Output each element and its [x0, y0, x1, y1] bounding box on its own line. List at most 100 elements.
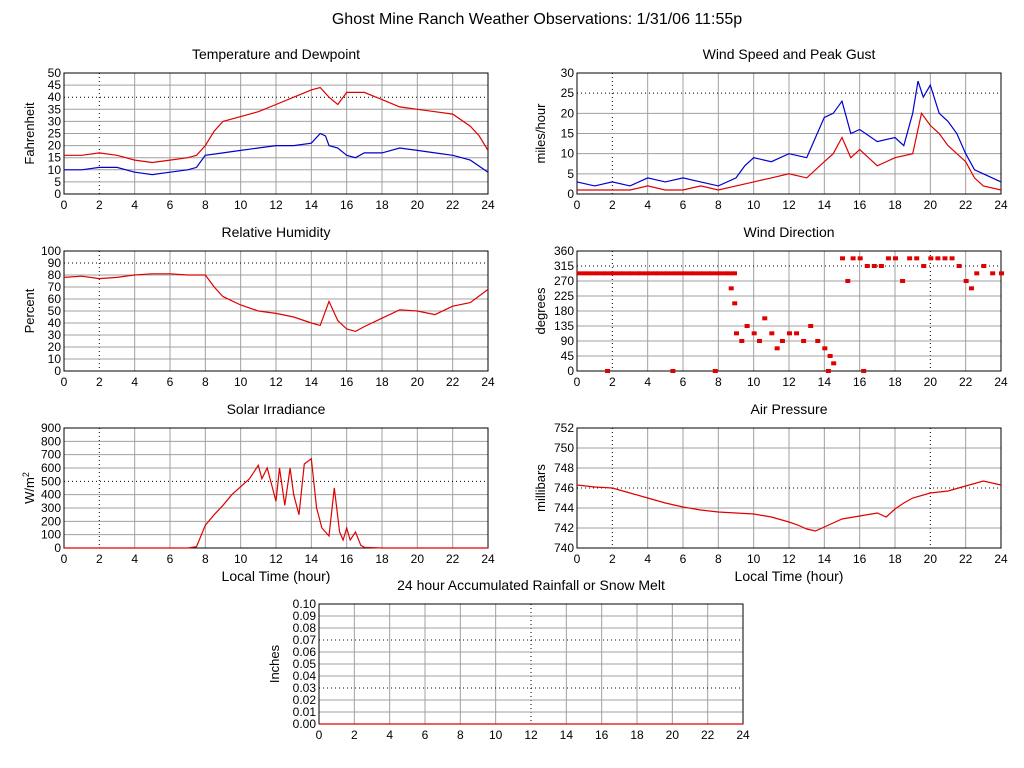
x-tick-label: 6	[167, 198, 174, 212]
series-point	[665, 271, 676, 276]
series-point	[647, 271, 658, 276]
x-tick-label: 22	[701, 728, 715, 742]
series-point	[756, 339, 762, 343]
series-point	[815, 339, 821, 343]
series-line-primary	[64, 457, 488, 549]
y-tick-label: 0.01	[293, 705, 317, 719]
y-tick-label: 400	[41, 488, 61, 502]
series-point	[921, 264, 927, 268]
y-tick-label: 0.02	[293, 693, 317, 707]
x-tick-label: 24	[481, 375, 495, 389]
chart-title: 24 hour Accumulated Rainfall or Snow Mel…	[397, 577, 665, 593]
x-tick-label: 16	[853, 198, 867, 212]
plot-frame	[576, 250, 1002, 372]
x-tick-label: 22	[446, 552, 460, 566]
x-tick-label: 24	[994, 198, 1008, 212]
y-tick-label: 40	[48, 316, 62, 330]
series-point	[845, 279, 851, 283]
y-tick-label: 315	[554, 259, 574, 273]
x-tick-label: 20	[924, 198, 938, 212]
x-tick-label: 4	[131, 375, 138, 389]
y-axis-label: miles/hour	[533, 103, 548, 164]
y-tick-label: 742	[554, 521, 574, 535]
series-point	[691, 271, 702, 276]
x-tick-label: 4	[131, 552, 138, 566]
plot-frame	[63, 427, 489, 549]
x-tick-label: 4	[644, 375, 651, 389]
series-line-secondary	[64, 132, 489, 176]
y-tick-label: 80	[48, 268, 62, 282]
y-tick-label: 0.10	[293, 597, 317, 611]
y-axis-label: millibars	[533, 464, 548, 512]
x-tick-label: 14	[305, 552, 319, 566]
x-tick-label: 10	[747, 552, 761, 566]
series-point	[612, 271, 623, 276]
x-tick-label: 20	[411, 375, 425, 389]
y-tick-label: 70	[48, 280, 62, 294]
y-tick-label: 90	[561, 334, 575, 348]
y-tick-label: 40	[48, 90, 62, 104]
series-point	[732, 301, 738, 306]
x-tick-label: 18	[888, 198, 902, 212]
series-point	[928, 256, 934, 261]
y-tick-label: 35	[48, 102, 62, 116]
series-point	[974, 271, 980, 276]
y-axis-label: Fahrenheit	[22, 102, 37, 165]
x-tick-label: 16	[853, 552, 867, 566]
x-tick-label: 4	[386, 728, 393, 742]
y-tick-label: 0.05	[293, 657, 317, 671]
y-tick-label: 700	[41, 448, 61, 462]
y-tick-label: 746	[554, 481, 574, 495]
x-tick-label: 22	[959, 552, 973, 566]
x-tick-label: 8	[202, 375, 209, 389]
y-tick-label: 0	[54, 364, 61, 378]
x-axis-label: Local Time (hour)	[735, 568, 844, 584]
y-tick-label: 752	[554, 421, 574, 435]
series-point	[577, 271, 587, 276]
x-tick-label: 10	[234, 198, 248, 212]
y-tick-label: 740	[554, 541, 574, 555]
series-point	[914, 256, 920, 261]
series-line-primary	[64, 86, 489, 164]
x-tick-label: 24	[481, 198, 495, 212]
y-tick-label: 50	[48, 66, 62, 80]
x-tick-label: 16	[853, 375, 867, 389]
series-line-primary	[63, 273, 489, 333]
chart-title: Wind Direction	[743, 224, 834, 240]
x-tick-label: 0	[574, 552, 581, 566]
x-tick-label: 8	[457, 728, 464, 742]
series-point	[638, 271, 649, 276]
series-point	[769, 331, 775, 336]
x-tick-label: 18	[375, 552, 389, 566]
series-point	[825, 369, 831, 373]
y-tick-label: 5	[54, 175, 61, 189]
y-tick-label: 360	[554, 244, 574, 258]
x-tick-label: 24	[736, 728, 750, 742]
y-tick-label: 15	[561, 127, 575, 141]
x-tick-label: 8	[202, 198, 209, 212]
chart-title: Temperature and Dewpoint	[192, 46, 360, 62]
y-tick-label: 10	[48, 352, 62, 366]
y-tick-label: 15	[48, 151, 62, 165]
x-tick-label: 2	[96, 375, 103, 389]
x-tick-label: 6	[167, 552, 174, 566]
series-point	[999, 271, 1004, 276]
series-point	[621, 271, 631, 276]
y-tick-label: 0	[54, 541, 61, 555]
y-tick-label: 0.09	[293, 609, 317, 623]
x-tick-label: 0	[316, 728, 323, 742]
y-axis-label-superscript: 2	[21, 472, 31, 477]
y-axis-label: Inches	[267, 644, 282, 683]
chart-title: Solar Irradiance	[227, 401, 326, 417]
y-tick-label: 0.06	[293, 645, 317, 659]
x-tick-label: 6	[680, 552, 687, 566]
x-tick-label: 8	[715, 198, 722, 212]
series-point	[774, 346, 780, 351]
y-tick-label: 90	[48, 256, 62, 270]
x-tick-label: 6	[680, 198, 687, 212]
x-tick-label: 14	[560, 728, 574, 742]
series-point	[739, 339, 745, 343]
